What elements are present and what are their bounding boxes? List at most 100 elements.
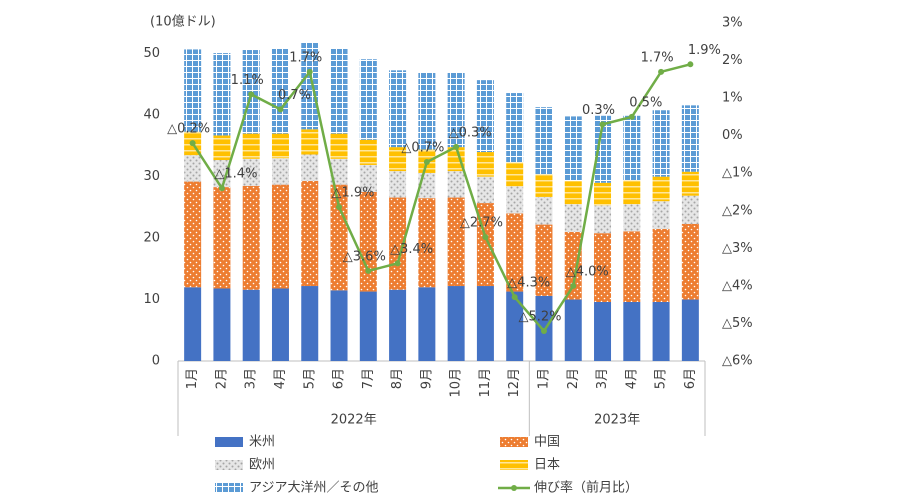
legend-swatch — [215, 460, 243, 470]
bar-segment — [271, 184, 289, 289]
bar-segment — [242, 289, 260, 361]
group-label: 2023年 — [594, 413, 640, 428]
bar-segment — [506, 213, 524, 292]
bar-segment — [447, 171, 465, 198]
y-tick-label: 50 — [143, 46, 160, 61]
y-tick-label: 20 — [143, 231, 160, 246]
x-tick-label: 5月 — [302, 368, 317, 389]
y2-tick-label: 0% — [722, 128, 743, 143]
bar-segment — [389, 70, 407, 148]
line-marker — [687, 61, 694, 68]
y-tick-label: 40 — [143, 108, 160, 123]
x-tick-label: 11月 — [478, 368, 493, 398]
data-label: △1.4% — [214, 167, 257, 182]
bar-segment — [271, 133, 289, 159]
bar-segment — [184, 287, 202, 361]
bar-segment — [447, 197, 465, 287]
line-marker — [189, 140, 196, 147]
bar-segment — [389, 197, 407, 290]
data-label: △0.7% — [401, 140, 444, 155]
bar-segment — [564, 204, 582, 232]
bar-segment — [359, 59, 377, 140]
line-marker — [570, 282, 577, 289]
bar-segment — [681, 299, 699, 361]
bar-segment — [359, 139, 377, 165]
bar-segment — [242, 185, 260, 290]
line-marker — [628, 113, 635, 120]
y-tick-label: 0 — [152, 354, 160, 369]
line-marker — [218, 185, 225, 192]
data-label: 1.9% — [688, 43, 721, 58]
bar-segment — [301, 180, 319, 287]
y2-tick-label: △5% — [722, 316, 753, 331]
bar-segment — [476, 80, 494, 153]
bar-segment — [564, 231, 582, 300]
data-label: △4.0% — [566, 264, 609, 279]
bar-segment — [301, 154, 319, 181]
data-label: 1.7% — [641, 50, 674, 65]
bar-segment — [681, 171, 699, 196]
data-label: △4.3% — [507, 276, 550, 291]
y2-tick-label: △6% — [722, 354, 753, 369]
y2-tick-label: 2% — [722, 53, 743, 68]
bar-segment — [242, 158, 260, 186]
data-label: 1.1% — [231, 73, 264, 88]
bar-segment — [564, 116, 582, 181]
y2-tick-label: △2% — [722, 203, 753, 218]
bar-segment — [652, 176, 670, 202]
line-marker — [336, 204, 343, 211]
line-marker — [511, 294, 518, 301]
x-tick-label: 4月 — [273, 368, 288, 389]
y2-tick-label: 3% — [722, 16, 743, 31]
bar-segment — [506, 186, 524, 214]
bar-segment — [271, 48, 289, 134]
bar-segment — [213, 53, 231, 136]
bar-segment — [389, 171, 407, 198]
bar-segment — [359, 192, 377, 292]
bar-segment — [476, 152, 494, 177]
bar-segment — [389, 147, 407, 172]
data-label: △3.4% — [390, 242, 433, 257]
line-marker — [306, 68, 313, 75]
bar-segment — [594, 182, 612, 206]
x-tick-label: 12月 — [507, 368, 522, 398]
bar-segment — [330, 48, 348, 134]
x-tick-label: 6月 — [683, 368, 698, 389]
bar-segment — [564, 299, 582, 361]
bar-segment — [506, 162, 524, 187]
legend-label: 米州 — [249, 435, 275, 450]
line-marker — [248, 91, 255, 98]
line-marker — [453, 143, 460, 150]
bar-segment — [623, 302, 641, 361]
bar-segment — [330, 184, 348, 291]
x-tick-label: 4月 — [624, 368, 639, 389]
bar-segment — [330, 133, 348, 159]
y-tick-label: 10 — [143, 292, 160, 307]
x-tick-label: 2月 — [566, 368, 581, 389]
x-tick-label: 8月 — [390, 368, 405, 389]
bar-segment — [271, 288, 289, 361]
bar-segment — [330, 290, 348, 361]
y2-tick-label: 1% — [722, 91, 743, 106]
data-label: △3.6% — [343, 249, 386, 264]
line-marker — [599, 121, 606, 128]
line-marker — [277, 106, 284, 113]
line — [191, 63, 691, 334]
bar-segment — [535, 174, 553, 197]
bar-segment — [652, 302, 670, 361]
bar-segment — [418, 72, 436, 150]
bar-segment — [184, 49, 202, 132]
y-tick-label: 30 — [143, 169, 160, 184]
bar-segment — [535, 224, 553, 296]
bar-segment — [359, 291, 377, 361]
line-marker — [658, 68, 665, 75]
bar-segment — [594, 115, 612, 183]
x-tick-label: 2月 — [214, 368, 229, 389]
x-tick-label: 7月 — [361, 368, 376, 389]
legend-label: 伸び率（前月比） — [534, 480, 638, 496]
x-tick-label: 1月 — [185, 368, 200, 389]
data-label: △1.9% — [332, 186, 375, 201]
data-label: △0.3% — [449, 125, 492, 140]
line-marker — [540, 327, 547, 334]
